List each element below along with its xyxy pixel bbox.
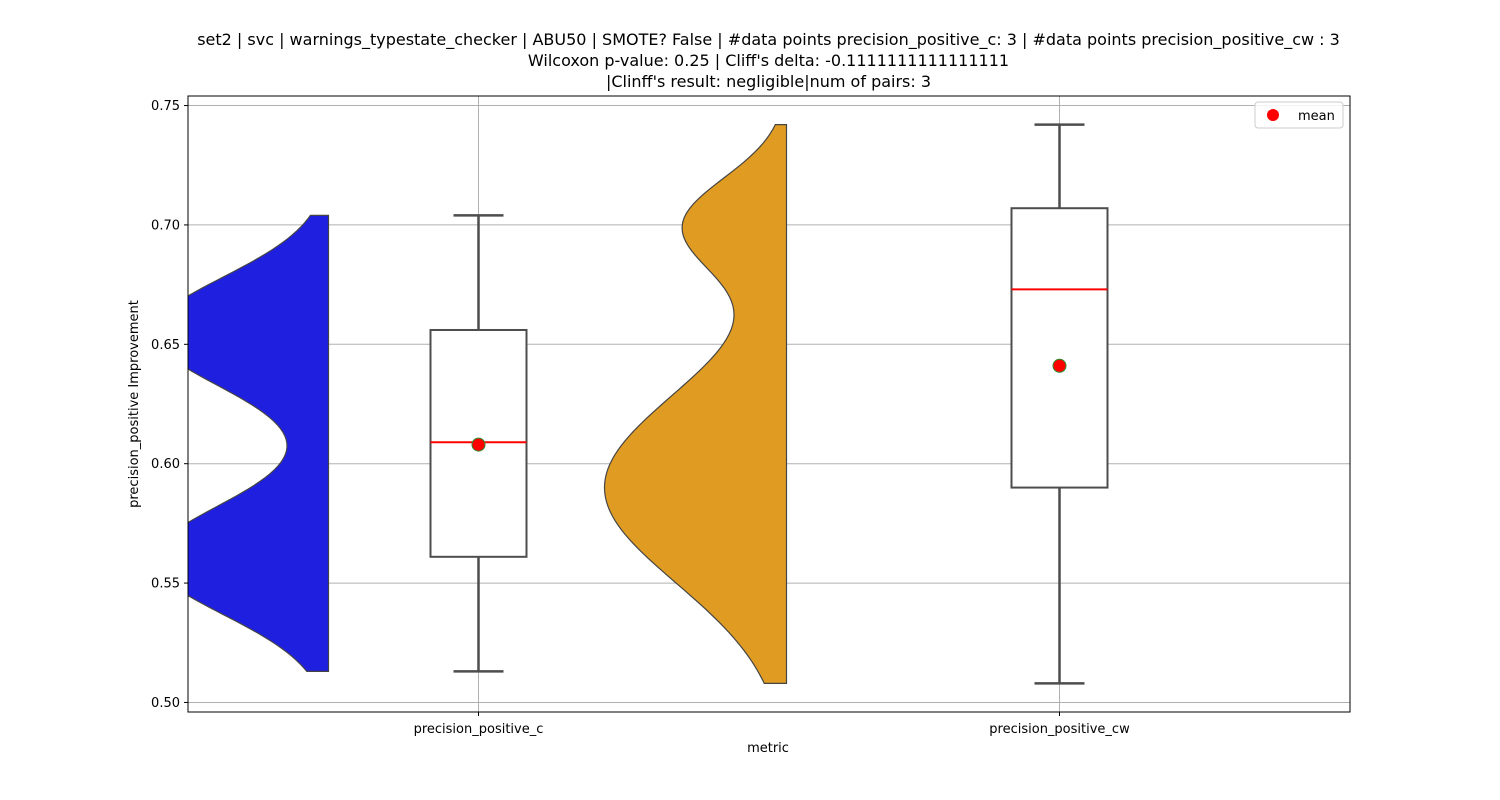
- chart-title-line-1: set2 | svc | warnings_typestate_checker …: [197, 30, 1340, 49]
- x-tick-label: precision_positive_cw: [989, 722, 1130, 737]
- boxplot-precision_positive_c: [429, 214, 528, 673]
- y-tick-label: 0.50: [151, 696, 180, 711]
- chart-title-line-3: |Clinff's result: negligible|num of pair…: [605, 72, 932, 91]
- violin-precision_positive_c: [188, 214, 330, 673]
- iqr-box: [1010, 207, 1109, 489]
- y-tick-label: 0.75: [151, 99, 180, 114]
- plot-frame: [187, 95, 1351, 713]
- mean-marker: [1052, 358, 1067, 373]
- legend-mean-marker: [1267, 109, 1279, 121]
- x-tick-label: precision_positive_c: [414, 722, 544, 737]
- y-tick-label: 0.60: [151, 457, 180, 472]
- legend-mean-label: mean: [1298, 109, 1335, 124]
- x-axis: precision_positive_c precision_positive_c…: [414, 712, 1130, 737]
- legend: mean: [1254, 101, 1344, 129]
- legend-box: [1254, 101, 1344, 129]
- y-axis-label: precision_positive Improvement: [127, 300, 142, 508]
- chart-title-line-2: Wilcoxon p-value: 0.25 | Cliff's delta: …: [527, 51, 1010, 70]
- x-axis-label: metric: [747, 741, 789, 756]
- boxplot-precision_positive_cw: [1010, 123, 1109, 685]
- violin-precision_positive_cw: [603, 124, 788, 684]
- mean-marker: [471, 437, 486, 452]
- violins: [188, 124, 788, 684]
- y-tick-label: 0.70: [151, 218, 180, 233]
- box-plots: [429, 123, 1109, 685]
- y-tick-label: 0.55: [151, 577, 180, 592]
- y-axis: 0.50 0.55 0.60 0.65 0.70 0.75: [151, 99, 188, 711]
- y-tick-label: 0.65: [151, 338, 180, 353]
